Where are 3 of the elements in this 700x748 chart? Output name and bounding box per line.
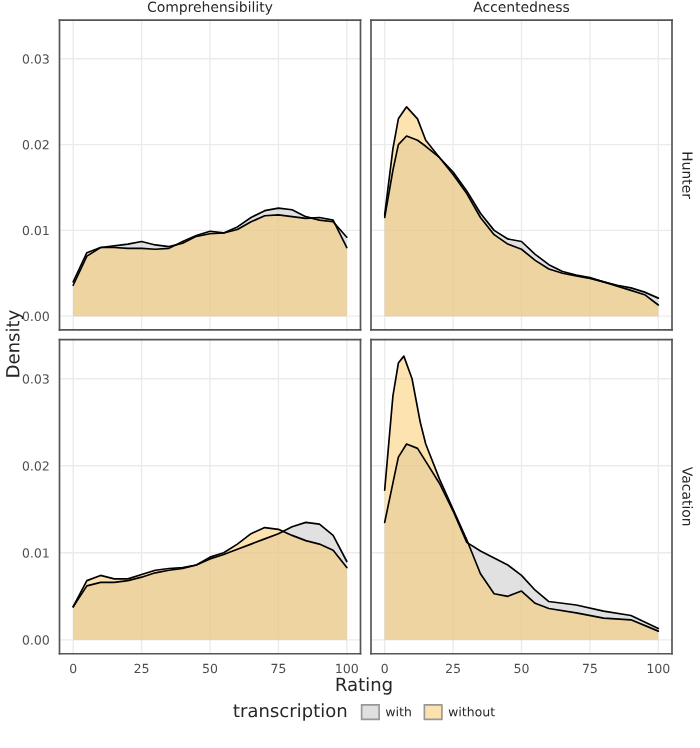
legend-title: transcription xyxy=(233,703,347,721)
y-axis-title: Density xyxy=(5,310,24,377)
x-axis-title: Rating xyxy=(336,677,392,695)
